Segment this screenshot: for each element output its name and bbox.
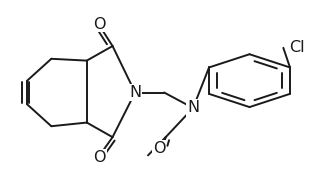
Text: N: N [187,100,199,115]
Text: O: O [93,150,106,165]
Text: N: N [129,85,141,100]
Text: O: O [93,17,106,32]
Text: O: O [153,141,165,156]
Text: Cl: Cl [289,40,305,55]
